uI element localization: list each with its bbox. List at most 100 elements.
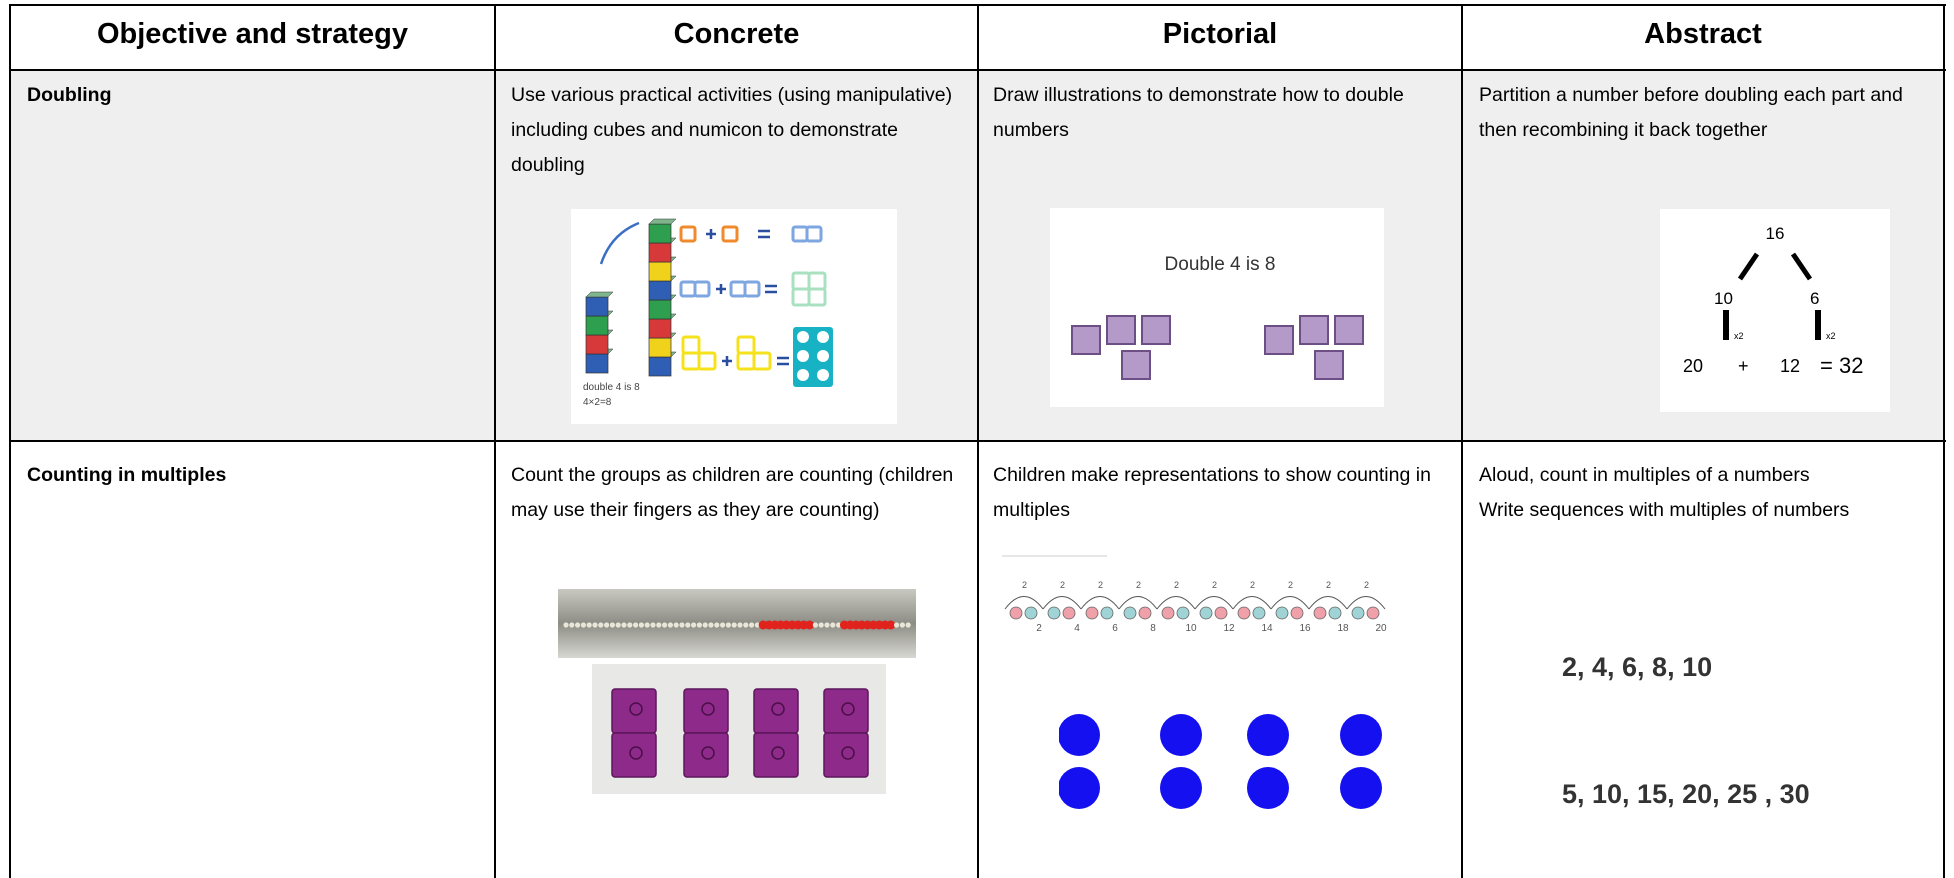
numicon xyxy=(736,335,756,355)
bead xyxy=(731,622,737,628)
bead xyxy=(714,622,720,628)
jump-label: 2 xyxy=(1022,580,1027,590)
caption: Double 4 is 8 xyxy=(1165,254,1276,275)
number-line-mark: 12 xyxy=(1223,623,1235,634)
counter xyxy=(1138,606,1152,620)
numicon-hole xyxy=(797,331,809,343)
image-bg xyxy=(571,209,897,424)
bead xyxy=(696,622,702,628)
numicon xyxy=(693,280,711,298)
caption: double 4 is 8 xyxy=(583,382,640,393)
jump-arc xyxy=(1346,596,1386,610)
bead xyxy=(604,622,610,628)
cube-stud xyxy=(701,702,715,716)
bead xyxy=(899,622,905,628)
plus-sign xyxy=(706,229,716,239)
operator: x2 xyxy=(1734,331,1744,341)
jump-label: 2 xyxy=(1364,580,1369,590)
dot xyxy=(1059,714,1100,756)
counter xyxy=(1024,606,1038,620)
cell-text: Aloud, count in multiples of a numbers W… xyxy=(1479,464,1850,521)
cube-stud xyxy=(701,746,715,760)
cube xyxy=(648,261,672,282)
numicon-hole xyxy=(797,350,809,362)
bead xyxy=(644,622,650,628)
tree-number: 10 xyxy=(1714,289,1733,308)
jump-label: 2 xyxy=(1326,580,1331,590)
cube xyxy=(611,732,657,778)
bead xyxy=(830,622,836,628)
cube xyxy=(753,732,799,778)
bead xyxy=(592,622,598,628)
arrow xyxy=(599,221,640,265)
cubes-numicon-image: double 4 is 8 4×2=8 xyxy=(571,209,897,424)
counter xyxy=(1161,606,1175,620)
jump-label: 2 xyxy=(1060,580,1065,590)
jump-label: 2 xyxy=(1174,580,1179,590)
dot xyxy=(1247,767,1289,809)
number-line-mark: 20 xyxy=(1375,623,1387,634)
cube xyxy=(648,299,672,320)
bead xyxy=(627,622,633,628)
operator: x2 xyxy=(1826,331,1836,341)
jump-label: 2 xyxy=(1250,580,1255,590)
square xyxy=(1264,325,1294,355)
bead xyxy=(598,622,604,628)
cube xyxy=(585,334,609,355)
square xyxy=(1141,315,1171,345)
numicon xyxy=(791,287,811,307)
cube xyxy=(683,688,729,734)
counter xyxy=(1047,606,1061,620)
counter xyxy=(1237,606,1251,620)
image-bg xyxy=(1059,714,1383,816)
cube xyxy=(611,688,657,734)
dot xyxy=(1160,714,1202,756)
counter xyxy=(1252,606,1266,620)
caption: 4×2=8 xyxy=(583,397,612,408)
bead xyxy=(720,622,726,628)
cube xyxy=(648,242,672,263)
rule xyxy=(1461,4,1463,878)
cube-stud xyxy=(629,746,643,760)
image-bg xyxy=(1660,209,1890,412)
square xyxy=(1334,315,1364,345)
bead xyxy=(708,622,714,628)
bead xyxy=(894,622,900,628)
number-line-mark: 14 xyxy=(1261,623,1273,634)
jump-arc xyxy=(1118,596,1158,610)
cube-top xyxy=(585,291,614,298)
equation: 20 xyxy=(1683,356,1703,376)
square xyxy=(1121,350,1151,380)
rule xyxy=(1943,4,1945,878)
tree-number: 6 xyxy=(1810,289,1819,308)
square xyxy=(1106,315,1136,345)
bead xyxy=(650,622,656,628)
dot xyxy=(1340,714,1382,756)
bead xyxy=(836,622,842,628)
jump-arc xyxy=(1308,596,1348,610)
bead xyxy=(812,622,818,628)
sequence: 5, 10, 15, 20, 25 , 30 xyxy=(1562,779,1810,809)
column-header: Abstract xyxy=(1644,18,1762,50)
counter xyxy=(1176,606,1190,620)
dot xyxy=(1160,767,1202,809)
bead xyxy=(633,622,639,628)
square xyxy=(1314,350,1344,380)
numicon xyxy=(791,271,811,291)
numicon xyxy=(681,335,701,355)
plus-sign xyxy=(716,284,726,294)
image-bg xyxy=(997,554,1398,642)
numicon-hole xyxy=(817,369,829,381)
numicon xyxy=(805,225,823,243)
numicon xyxy=(736,351,756,371)
numicon xyxy=(807,271,827,291)
column-header: Objective and strategy xyxy=(96,18,409,50)
cell-text: Count the groups as children are countin… xyxy=(511,464,954,521)
numicon xyxy=(681,351,701,371)
bead xyxy=(638,622,644,628)
counter xyxy=(1009,606,1023,620)
counter xyxy=(1313,606,1327,620)
counter xyxy=(1123,606,1137,620)
numicon xyxy=(729,280,747,298)
branch xyxy=(1790,252,1813,281)
